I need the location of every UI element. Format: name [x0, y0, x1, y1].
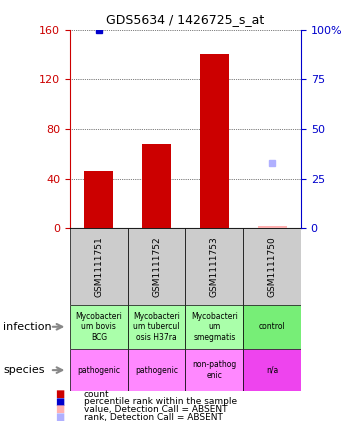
Text: ■: ■ [55, 389, 64, 399]
Bar [258, 226, 287, 228]
Text: Mycobacteri
um bovis
BCG: Mycobacteri um bovis BCG [76, 312, 122, 342]
Bar [243, 305, 301, 349]
Text: ■: ■ [55, 397, 64, 407]
Bar [84, 171, 113, 228]
Text: species: species [4, 365, 45, 375]
Text: percentile rank within the sample: percentile rank within the sample [84, 397, 237, 407]
Text: GSM1111753: GSM1111753 [210, 236, 219, 297]
Text: ■: ■ [55, 404, 64, 415]
Text: GSM1111752: GSM1111752 [152, 236, 161, 297]
Bar [70, 305, 128, 349]
Bar [70, 349, 128, 391]
Text: rank, Detection Call = ABSENT: rank, Detection Call = ABSENT [84, 412, 223, 422]
Bar [186, 228, 243, 305]
Text: non-pathog
enic: non-pathog enic [192, 360, 237, 380]
Text: Mycobacteri
um tubercul
osis H37ra: Mycobacteri um tubercul osis H37ra [133, 312, 180, 342]
Text: value, Detection Call = ABSENT: value, Detection Call = ABSENT [84, 405, 228, 414]
Bar [70, 228, 128, 305]
Bar [186, 349, 243, 391]
Text: GSM1111750: GSM1111750 [268, 236, 276, 297]
Bar [243, 349, 301, 391]
Text: pathogenic: pathogenic [135, 365, 178, 375]
Text: infection: infection [4, 322, 52, 332]
Text: Mycobacteri
um
smegmatis: Mycobacteri um smegmatis [191, 312, 238, 342]
Text: pathogenic: pathogenic [77, 365, 120, 375]
Bar [243, 228, 301, 305]
Text: control: control [259, 322, 286, 331]
Bar [142, 144, 171, 228]
Text: GSM1111751: GSM1111751 [94, 236, 103, 297]
Bar [186, 305, 243, 349]
Text: n/a: n/a [266, 365, 278, 375]
Text: ■: ■ [55, 412, 64, 422]
Text: count: count [84, 390, 110, 399]
Bar [128, 228, 186, 305]
Title: GDS5634 / 1426725_s_at: GDS5634 / 1426725_s_at [106, 13, 265, 26]
Bar [128, 349, 186, 391]
Bar [200, 55, 229, 228]
Bar [128, 305, 186, 349]
